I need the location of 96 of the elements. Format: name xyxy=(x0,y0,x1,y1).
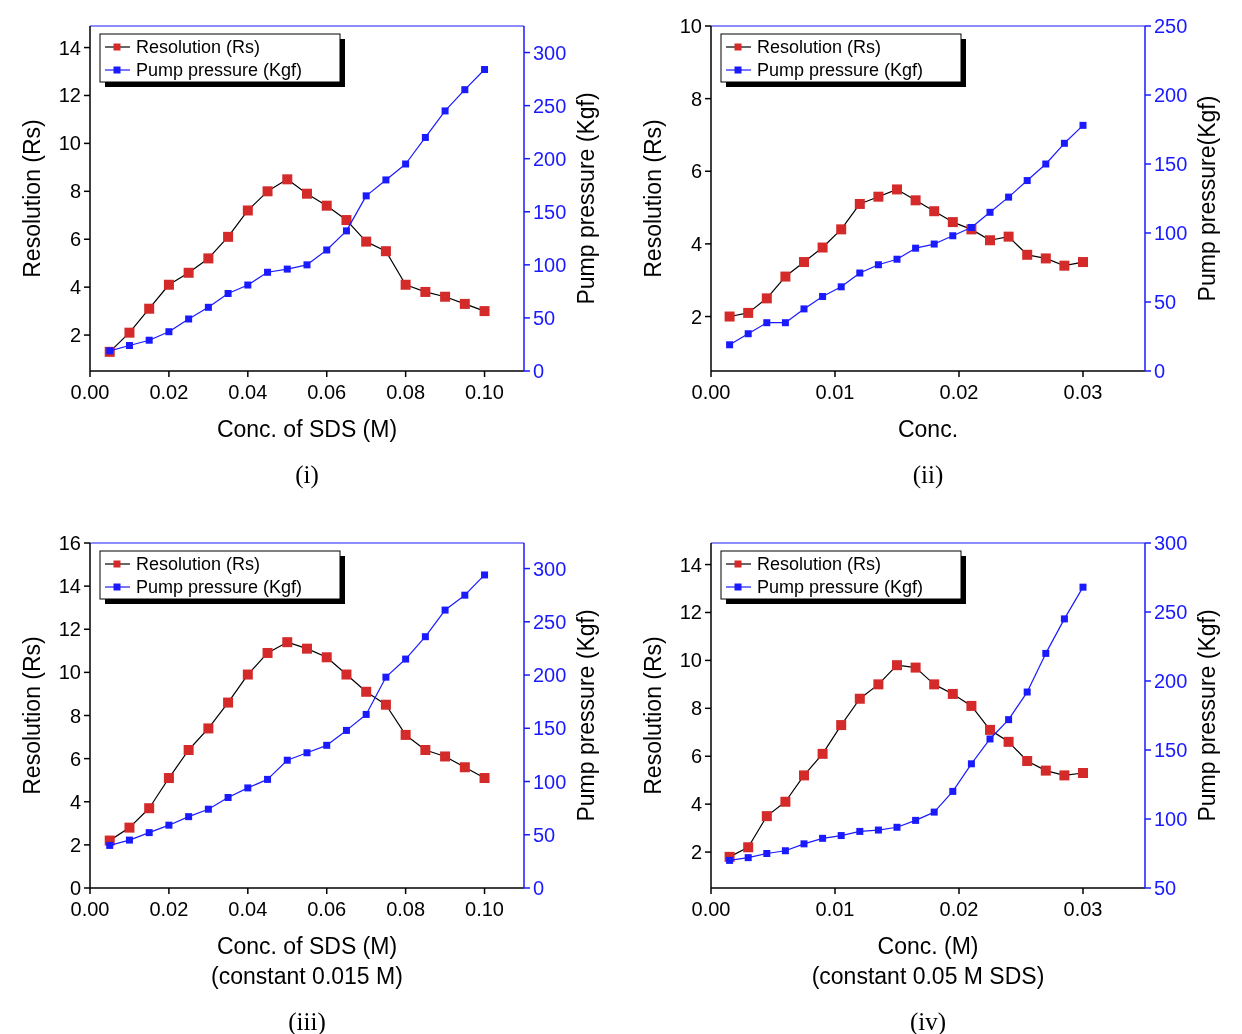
y-tick-label: 4 xyxy=(690,232,702,255)
x-tick-label: 0.06 xyxy=(307,381,347,403)
x-axis-title: Conc. (M) (constant 0.05 M SDS) xyxy=(811,933,1045,989)
x-axis-title: Conc. xyxy=(897,416,959,442)
y-tick-label: 14 xyxy=(58,36,81,59)
y2-tick-label: 150 xyxy=(1154,153,1188,175)
y2-tick-label: 150 xyxy=(533,200,567,223)
y-tick-label: 14 xyxy=(679,553,702,576)
y-tick-label: 10 xyxy=(58,661,81,684)
y-tick-label: 6 xyxy=(69,747,81,770)
y2-tick-label: 0 xyxy=(533,360,545,382)
y2-tick-label: 50 xyxy=(533,823,556,846)
x-tick-label: 0.02 xyxy=(149,898,189,920)
y2-tick-label: 250 xyxy=(1154,601,1188,623)
y2-tick-label: 250 xyxy=(533,94,567,117)
y-tick-label: 6 xyxy=(69,228,81,251)
y-tick-label: 12 xyxy=(679,601,702,624)
text: (i) xyxy=(295,461,319,489)
x-tick-label: 0.00 xyxy=(70,898,110,920)
x-tick-label: 0.02 xyxy=(939,381,979,403)
y2-axis-title: Pump pressure (Kgf) xyxy=(573,609,599,822)
x-tick-label: 0.04 xyxy=(228,381,268,403)
x-tick-label: 0.02 xyxy=(939,898,979,920)
y2-tick-label: 300 xyxy=(1154,532,1188,554)
x-tick-label: 0.01 xyxy=(815,898,855,920)
y-tick-label: 8 xyxy=(69,704,81,727)
x-tick-label: 0.08 xyxy=(386,381,426,403)
x-tick-label: 0.03 xyxy=(1063,381,1103,403)
y2-tick-label: 300 xyxy=(533,41,567,64)
y2-tick-label: 150 xyxy=(1154,739,1188,761)
y-tick-label: 10 xyxy=(679,15,702,37)
y2-tick-label: 0 xyxy=(1154,360,1166,382)
x-tick-label: 0.03 xyxy=(1063,898,1103,920)
legend-label: Pump pressure (Kgf) xyxy=(757,577,924,597)
x-tick-label: 0.06 xyxy=(307,898,347,920)
x-axis-title: Conc. of SDS (M) (constant 0.015 M) xyxy=(211,933,403,989)
y-tick-label: 6 xyxy=(690,745,702,768)
y-tick-label: 4 xyxy=(69,790,81,813)
y2-axis-title: Pump pressure (Kgf) xyxy=(1194,609,1220,822)
y-tick-label: 8 xyxy=(690,87,702,110)
y-axis-title: Resolution (Rs) xyxy=(640,119,666,278)
y2-tick-label: 0 xyxy=(533,877,545,899)
y2-axis-title: Pump pressure (Kgf) xyxy=(573,92,599,305)
y-tick-label: 12 xyxy=(58,618,81,641)
y-tick-label: 10 xyxy=(58,132,81,155)
y2-tick-label: 200 xyxy=(1154,84,1188,106)
y-tick-label: 14 xyxy=(58,575,81,598)
y2-axis-title: Pump pressure(Kgf) xyxy=(1194,95,1220,302)
y2-tick-label: 250 xyxy=(533,610,567,633)
y-tick-label: 10 xyxy=(679,649,702,672)
y-tick-label: 6 xyxy=(690,160,702,183)
y2-tick-label: 50 xyxy=(533,306,556,329)
legend-label: Pump pressure (Kgf) xyxy=(136,60,303,80)
y-tick-label: 2 xyxy=(690,305,702,328)
y2-tick-label: 200 xyxy=(1154,670,1188,692)
x-tick-label: 0.00 xyxy=(691,381,731,403)
y2-tick-label: 150 xyxy=(533,717,567,740)
y2-tick-label: 200 xyxy=(533,664,567,687)
y-tick-label: 4 xyxy=(690,793,702,816)
legend-label: Resolution (Rs) xyxy=(757,37,882,57)
text: (ii) xyxy=(912,461,944,489)
y2-tick-label: 200 xyxy=(533,147,567,170)
y2-tick-label: 50 xyxy=(1154,291,1177,313)
legend-label: Resolution (Rs) xyxy=(757,554,882,574)
x-tick-label: 0.02 xyxy=(149,381,189,403)
x-tick-label: 0.10 xyxy=(465,898,505,920)
y2-tick-label: 100 xyxy=(533,770,567,793)
y2-tick-label: 100 xyxy=(1154,808,1188,830)
y-tick-label: 16 xyxy=(58,532,81,554)
y2-tick-label: 100 xyxy=(1154,222,1188,244)
x-tick-label: 0.08 xyxy=(386,898,426,920)
legend-label: Pump pressure (Kgf) xyxy=(757,60,924,80)
y-tick-label: 4 xyxy=(69,276,81,299)
y-tick-label: 8 xyxy=(69,180,81,203)
y-axis-title: Resolution (Rs) xyxy=(640,636,666,795)
x-tick-label: 0.10 xyxy=(465,381,505,403)
y-axis-title: Resolution (Rs) xyxy=(19,636,45,795)
y2-tick-label: 50 xyxy=(1154,877,1177,899)
y-tick-label: 8 xyxy=(690,697,702,720)
y2-tick-label: 300 xyxy=(533,557,567,580)
y-tick-label: 2 xyxy=(69,833,81,856)
x-tick-label: 0.00 xyxy=(70,381,110,403)
y-tick-label: 12 xyxy=(58,84,81,107)
x-axis-title: Conc. of SDS (M) xyxy=(216,416,398,442)
legend-label: Resolution (Rs) xyxy=(136,37,261,57)
x-tick-label: 0.04 xyxy=(228,898,268,920)
y2-tick-label: 100 xyxy=(533,253,567,276)
x-tick-label: 0.01 xyxy=(815,381,855,403)
y-tick-label: 0 xyxy=(69,877,81,899)
y-tick-label: 2 xyxy=(690,841,702,864)
legend-label: Resolution (Rs) xyxy=(136,554,261,574)
legend-label: Pump pressure (Kgf) xyxy=(136,577,303,597)
x-tick-label: 0.00 xyxy=(691,898,731,920)
y2-tick-label: 250 xyxy=(1154,15,1188,37)
y-tick-label: 2 xyxy=(69,324,81,347)
y-axis-title: Resolution (Rs) xyxy=(19,119,45,278)
